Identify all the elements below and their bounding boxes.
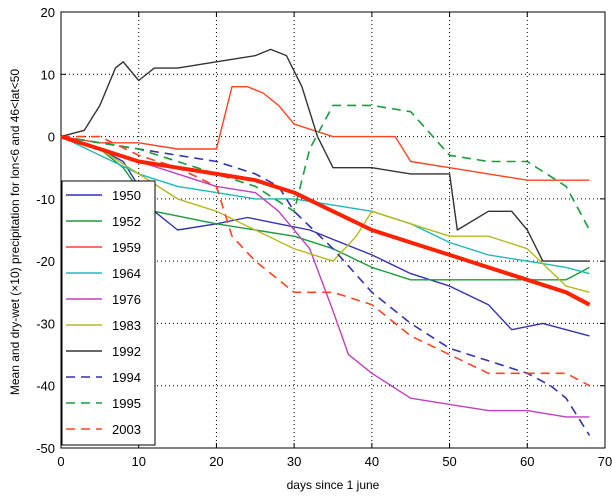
x-tick-label: 50	[442, 454, 456, 469]
x-tick-label: 40	[365, 454, 379, 469]
series-line-1992	[60, 48, 590, 262]
legend-label: 1983	[112, 318, 141, 333]
legend-label: 1959	[112, 240, 141, 255]
y-tick-label: -30	[36, 316, 55, 331]
y-axis-ticks: 20 10 0 -10 -20 -30 -40 -50	[36, 5, 605, 456]
y-tick-label: -20	[36, 254, 55, 269]
series-line-mean	[60, 134, 591, 307]
legend-box	[61, 180, 156, 446]
x-tick-label: 20	[209, 454, 223, 469]
y-tick-label: 0	[48, 130, 55, 145]
y-tick-label: -50	[36, 441, 55, 456]
legend-label: 1952	[112, 214, 141, 229]
series-line-1983	[60, 135, 590, 293]
series-line-1994	[60, 135, 591, 436]
series-line-2003	[61, 135, 590, 387]
series-line-1964	[60, 135, 590, 275]
x-axis-label: days since 1 june	[287, 478, 380, 492]
legend-label: 1976	[112, 292, 141, 307]
x-axis-ticks: 0 10 20 30 40 50 60 70	[57, 12, 612, 469]
x-tick-label: 60	[520, 454, 534, 469]
x-tick-label: 30	[287, 454, 301, 469]
legend-label: 2003	[112, 422, 141, 437]
x-tick-label: 10	[131, 454, 145, 469]
legend-label: 1950	[112, 188, 141, 203]
legend-label: 1994	[112, 370, 141, 385]
legend-label: 1992	[112, 344, 141, 359]
legend-label: 1995	[112, 396, 141, 411]
legend-label: 1964	[112, 266, 141, 281]
series-lines	[60, 48, 591, 436]
x-tick-label: 70	[598, 454, 612, 469]
series-line-1995	[60, 104, 591, 231]
y-axis-label: Mean and dry-wet (×10) precipitation for…	[8, 69, 22, 396]
series-line-1959	[60, 85, 590, 181]
y-tick-label: -10	[36, 192, 55, 207]
legend: 1950 1952 1959 1964 1976 1983 1992 1994 1995 2003	[61, 180, 156, 446]
series-line-1976	[60, 135, 590, 418]
y-tick-label: 10	[41, 67, 55, 82]
x-tick-label: 0	[57, 454, 64, 469]
y-tick-label: -40	[36, 379, 55, 394]
y-tick-label: 20	[41, 5, 55, 20]
